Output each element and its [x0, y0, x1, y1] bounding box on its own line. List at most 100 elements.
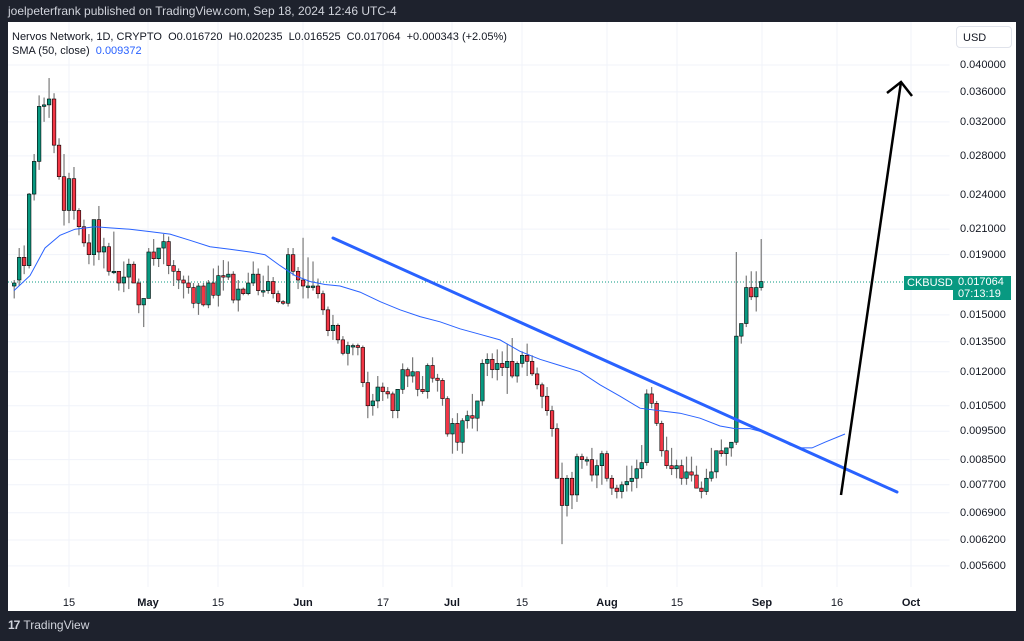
candle-down [749, 287, 754, 298]
candle-down [61, 176, 67, 211]
candle-down [614, 487, 619, 492]
candle-down [211, 282, 216, 296]
price-tick-label: 0.024000 [960, 189, 1006, 202]
candle-up [37, 106, 42, 162]
candle-up [480, 363, 485, 402]
symbol-ohlc-line: Nervos Network, 1D, CRYPTO O0.016720 H0.… [12, 31, 507, 43]
candle-down [355, 345, 360, 348]
candle-up [709, 471, 714, 479]
candle-down [151, 251, 156, 260]
brand-name: TradingView [23, 618, 90, 632]
candle-down [490, 359, 495, 370]
candle-up [345, 345, 350, 354]
current-price-tag: 0.017064 07:13:19 [953, 276, 1011, 300]
candle-up [261, 290, 266, 293]
time-tick-label: 15 [670, 597, 684, 609]
candle-up [584, 459, 590, 462]
candle-up [246, 282, 251, 295]
candle-up [564, 477, 570, 506]
candle-up [216, 275, 221, 296]
time-tick-label: 15 [515, 597, 529, 609]
price-tick-label: 0.036000 [960, 85, 1006, 98]
symbol-tag: CKBUSD [904, 276, 956, 290]
candle-up [66, 178, 72, 211]
candle-down [295, 270, 301, 281]
candle-up [286, 254, 291, 304]
candle-down [171, 265, 176, 272]
candle-down [281, 301, 286, 304]
candle-down [405, 369, 410, 377]
candle-down [579, 456, 585, 460]
candle-down [96, 219, 101, 253]
candle-up [17, 257, 22, 281]
candle-down [539, 384, 545, 397]
candle-down [525, 354, 530, 362]
candle-down [380, 386, 385, 392]
candle-down [435, 377, 440, 381]
candle-up [495, 363, 500, 370]
price-tick-label: 0.021000 [960, 223, 1006, 236]
time-tick-label: Oct [901, 597, 921, 609]
candle-up [266, 281, 271, 291]
candle-up [425, 365, 430, 392]
candle-down [689, 471, 694, 476]
candle-up [375, 386, 380, 402]
tradingview-logo-icon: 17 [8, 618, 20, 632]
price-tick-label: 0.013500 [960, 335, 1006, 348]
candle-up [599, 453, 604, 466]
candle-up [12, 282, 17, 287]
candle-down [131, 263, 136, 284]
candle-up [739, 323, 744, 337]
candle-down [664, 450, 669, 466]
candle-down [679, 465, 684, 479]
price-tick-label: 0.028000 [960, 149, 1006, 162]
candle-up [674, 465, 679, 470]
candle-down [549, 410, 555, 429]
candle-down [470, 415, 475, 419]
price-tick-label: 0.007700 [960, 478, 1006, 491]
candle-down [365, 382, 370, 407]
arrow-head-icon [886, 80, 913, 97]
time-tick-label: Jun [293, 597, 313, 609]
candle-down [420, 389, 425, 392]
candle-down [500, 363, 505, 368]
candle-down [231, 273, 236, 301]
current-price: 0.017064 [958, 276, 1004, 288]
candle-up [485, 359, 490, 364]
currency-button[interactable]: USD [956, 26, 1012, 48]
candle-up [27, 193, 32, 266]
candle-up [395, 389, 400, 411]
candle-up [629, 477, 634, 482]
time-tick-label: 16 [830, 597, 844, 609]
candle-up [624, 481, 629, 486]
bar-countdown: 07:13:19 [958, 288, 1001, 300]
candle-up [410, 371, 415, 377]
price-tick-label: 0.008500 [960, 453, 1006, 466]
candle-up [236, 288, 241, 301]
price-tick-label: 0.005600 [960, 559, 1006, 572]
candle-down [315, 285, 321, 295]
candle-down [181, 279, 186, 284]
candle-down [360, 347, 365, 383]
sma-line[interactable]: SMA (50, close) 0.009372 [12, 44, 507, 58]
candle-up [754, 287, 759, 298]
time-tick-label: Aug [596, 597, 618, 609]
candle-down [445, 398, 450, 435]
candle-up [505, 361, 510, 368]
price-tick-label: 0.040000 [960, 58, 1006, 71]
candle-up [370, 400, 375, 407]
candle-down [201, 285, 206, 306]
candle-up [91, 219, 96, 255]
candle-up [111, 270, 116, 274]
trendline [331, 236, 899, 494]
candle-up [146, 251, 151, 299]
candle-up [465, 415, 470, 422]
candle-up [634, 468, 639, 479]
candle-up [156, 247, 161, 260]
candle-up [226, 273, 231, 278]
candle-down [654, 403, 659, 424]
candle-down [609, 477, 614, 489]
candle-down [659, 423, 664, 452]
price-tick-label: 0.009500 [960, 425, 1006, 438]
